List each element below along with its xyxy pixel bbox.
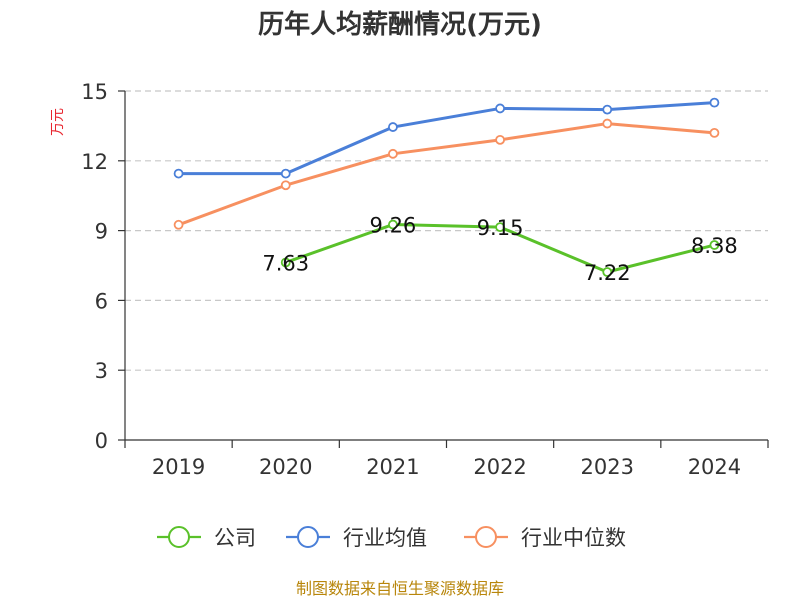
data-point (602, 267, 613, 277)
legend-marker-icon (168, 526, 190, 548)
data-point (280, 168, 291, 179)
y-axis-unit-label: 万元 (50, 108, 66, 136)
data-point (495, 134, 505, 145)
legend-label: 公司 (214, 526, 256, 550)
data-label: 7.63 (262, 251, 309, 275)
x-tick-label: 2021 (366, 455, 419, 479)
y-tick-label: 12 (81, 150, 108, 174)
data-point (709, 127, 720, 138)
data-label: 8.38 (691, 234, 738, 258)
data-labels: 7.63 9.26 9.15 7.22 8.38 (262, 214, 737, 285)
legend: 公司 行业均值 行业中位数 (157, 526, 626, 550)
data-label: 9.26 (370, 214, 417, 238)
data-point (388, 122, 398, 132)
data-point (709, 97, 720, 108)
x-tick-label: 2023 (581, 455, 634, 479)
x-tick-label: 2022 (473, 455, 526, 479)
y-tick-label: 0 (95, 429, 108, 453)
data-point (602, 118, 613, 129)
series-line (177, 101, 716, 176)
data-label: 7.22 (584, 261, 631, 285)
y-tick-label: 6 (95, 289, 108, 313)
y-tick-label: 3 (95, 359, 108, 383)
y-tick-label: 9 (95, 220, 108, 244)
axes: 0 3 6 9 12 15 2019 2020 2021 2022 2023 2024 (81, 80, 769, 479)
data-point (495, 222, 505, 233)
legend-marker-icon (475, 526, 497, 548)
data-point (280, 180, 291, 191)
data-source-note: 制图数据来自恒生聚源数据库 (296, 579, 504, 598)
data-point (173, 219, 184, 230)
legend-label: 行业中位数 (521, 526, 626, 550)
chart-title: 历年人均薪酬情况(万元) (258, 9, 542, 40)
series-group (173, 97, 720, 277)
x-tick-label: 2020 (259, 455, 312, 479)
series-line (177, 122, 716, 227)
data-point (495, 103, 505, 114)
data-point (280, 257, 291, 268)
x-tick-label: 2019 (152, 455, 205, 479)
data-label: 9.15 (477, 216, 524, 240)
data-point (173, 168, 184, 179)
grid-lines (125, 90, 768, 371)
legend-marker-icon (297, 526, 319, 548)
legend-label: 行业均值 (343, 526, 427, 550)
data-point (602, 104, 613, 115)
data-point (709, 240, 720, 250)
data-point (388, 219, 398, 230)
data-point (388, 148, 398, 159)
x-tick-label: 2024 (688, 455, 741, 479)
y-tick-label: 15 (81, 80, 108, 104)
